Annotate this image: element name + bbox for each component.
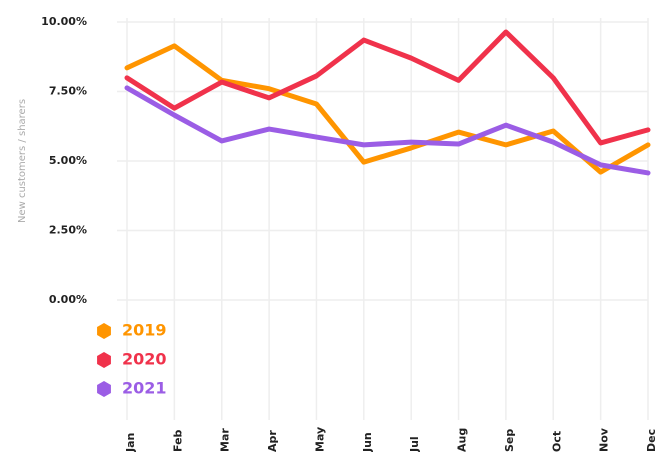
- y-tick-label: 2.50%: [49, 224, 87, 237]
- x-tick-label: Jun: [361, 432, 374, 452]
- legend-marker: [97, 352, 111, 368]
- x-tick-label: Apr: [266, 430, 279, 452]
- legend-marker: [97, 323, 111, 339]
- x-tick-label: Jan: [124, 433, 137, 452]
- x-tick-label: Mar: [219, 428, 232, 452]
- line-series: [124, 85, 651, 176]
- line-series: [124, 43, 651, 175]
- legend-label: 2019: [122, 321, 167, 340]
- y-tick-label: 10.00%: [41, 15, 87, 28]
- y-tick-label: 7.50%: [49, 85, 87, 98]
- x-tick-label: Jul: [408, 436, 421, 452]
- x-tick-label: Sep: [503, 429, 516, 452]
- legend-label: 2020: [122, 350, 167, 369]
- line-series: [124, 29, 651, 146]
- legend-marker: [97, 381, 111, 397]
- x-tick-label: Nov: [598, 427, 611, 452]
- y-tick-label: 5.00%: [49, 154, 87, 167]
- x-tick-label: Aug: [456, 428, 469, 452]
- y-tick-label: 0.00%: [49, 293, 87, 306]
- x-tick-label: Oct: [550, 431, 563, 452]
- x-tick-label: Dec: [645, 429, 657, 452]
- x-tick-label: Feb: [171, 429, 184, 452]
- x-tick-label: May: [313, 427, 326, 452]
- legend-label: 2021: [122, 379, 167, 398]
- y-axis-label: New customers / sharers: [17, 99, 28, 223]
